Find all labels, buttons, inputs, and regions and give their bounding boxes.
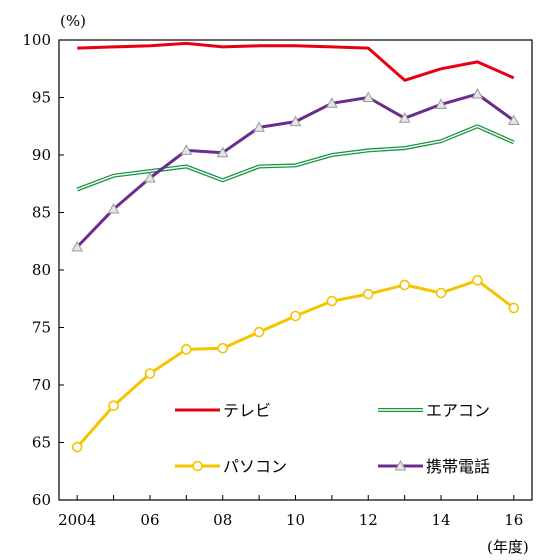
data-point	[253, 326, 265, 338]
x-tick-label: 16	[504, 511, 523, 529]
y-tick-label: 75	[32, 319, 51, 337]
data-point	[107, 203, 120, 214]
data-point	[181, 344, 192, 355]
series-line	[76, 124, 515, 192]
series-3	[71, 275, 520, 453]
data-point	[144, 368, 156, 379]
data-point	[144, 171, 156, 183]
y-tick-label: 80	[32, 261, 51, 279]
data-point	[471, 88, 484, 99]
legend-label: テレビ	[223, 401, 271, 420]
x-unit-label: (年度)	[487, 538, 529, 556]
y-tick-label: 70	[32, 376, 51, 394]
y-tick-label: 100	[22, 31, 51, 49]
data-point	[326, 295, 338, 307]
x-tick-label: 08	[213, 511, 232, 529]
data-point	[362, 288, 374, 300]
plot-frame	[58, 39, 533, 501]
legend-label: パソコン	[223, 457, 287, 476]
data-point	[216, 146, 229, 158]
data-point	[180, 144, 193, 155]
series-2	[76, 124, 515, 192]
series-line	[77, 41, 515, 82]
x-tick-label: 12	[359, 511, 378, 529]
data-point	[508, 302, 520, 314]
y-unit-label: (%)	[60, 12, 86, 30]
y-tick-label: 60	[32, 491, 51, 509]
data-point	[435, 287, 447, 299]
data-point	[71, 240, 84, 252]
data-point	[289, 115, 302, 127]
legend-marker	[192, 460, 203, 472]
data-point	[71, 441, 83, 453]
y-tick-label: 95	[32, 89, 51, 107]
series-layer	[71, 41, 520, 453]
data-point	[435, 98, 447, 109]
x-tick-label: 2004	[58, 511, 96, 529]
series-line	[76, 278, 515, 449]
legend-item-2: エアコン	[378, 401, 490, 420]
legend-item-4: 携帯電話	[378, 457, 490, 476]
legend-item-3: パソコン	[175, 457, 287, 476]
y-tick-label: 90	[32, 146, 51, 164]
legend-item-1: テレビ	[175, 401, 271, 420]
data-point	[326, 97, 338, 108]
plot-area: 60 65 70 75 80 85 90 95 100 2004 06 08 10 12 14 16	[22, 31, 533, 529]
legend-marker	[394, 459, 407, 471]
data-point	[253, 121, 265, 132]
data-point	[472, 275, 483, 286]
series-4	[71, 88, 520, 252]
data-point	[362, 91, 375, 102]
data-point	[507, 114, 520, 125]
x-tick-label: 14	[431, 511, 450, 529]
legend-label: 携帯電話	[426, 457, 490, 476]
series-1	[77, 41, 515, 82]
x-tick-label: 10	[286, 511, 305, 529]
x-tick-label: 06	[140, 511, 159, 529]
data-point	[217, 342, 229, 354]
y-tick-label: 85	[32, 204, 51, 222]
data-point	[399, 279, 410, 291]
series-line-inner	[76, 125, 515, 191]
y-tick-label: 65	[32, 434, 51, 452]
data-point	[108, 400, 119, 412]
data-point	[290, 310, 301, 322]
data-point	[398, 112, 411, 123]
legend-label: エアコン	[426, 401, 490, 420]
